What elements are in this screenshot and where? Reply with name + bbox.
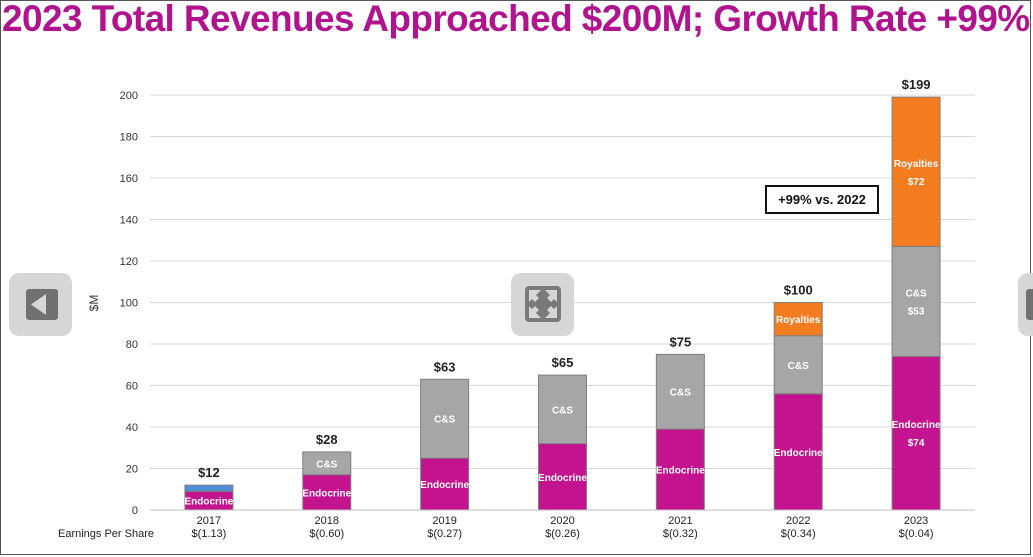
bar-segment-endocrine (891, 355, 941, 511)
x-tick-label: 2017 (197, 515, 221, 527)
bar-segment-cs (891, 245, 941, 357)
segment-value-label: $53 (908, 306, 925, 317)
segment-label: C&S (316, 459, 337, 470)
next-slide-button[interactable] (1018, 273, 1033, 336)
segment-label: Royalties (776, 315, 821, 326)
y-tick-label: 160 (120, 173, 138, 185)
segment-label: C&S (434, 415, 455, 426)
segment-label: Endocrine (420, 480, 469, 491)
previous-slide-button[interactable] (9, 273, 72, 336)
y-axis-label: $M (87, 295, 101, 312)
y-tick-label: 180 (120, 132, 138, 144)
y-tick-label: 80 (126, 339, 138, 351)
total-label: $100 (784, 283, 813, 298)
y-tick-label: 40 (126, 422, 138, 434)
eps-value: $(0.32) (662, 528, 698, 540)
arrow-left-icon (26, 289, 58, 320)
segment-label: Endocrine (774, 448, 823, 459)
x-tick-label: 2021 (668, 515, 692, 527)
x-tick-label: 2018 (315, 515, 339, 527)
segment-label: Endocrine (656, 466, 705, 477)
y-tick-label: 120 (120, 256, 138, 268)
bar-segment-cs (302, 451, 352, 476)
eps-value: $(0.26) (545, 528, 580, 540)
expand-icon (525, 286, 561, 322)
eps-value: $(0.04) (898, 528, 934, 540)
y-tick-label: 200 (120, 90, 138, 102)
y-tick-label: 100 (120, 298, 138, 310)
x-tick-label: 2023 (904, 515, 928, 527)
segment-value-label: $72 (908, 177, 925, 188)
segment-value-label: $74 (908, 438, 925, 449)
eps-label: Earnings Per Share (58, 528, 154, 540)
bar-segment-cs (538, 374, 587, 445)
x-tick-label: 2022 (786, 515, 810, 527)
segment-label: Endocrine (538, 473, 587, 484)
total-label: $75 (670, 334, 692, 349)
total-label: $63 (434, 359, 456, 374)
total-label: $65 (552, 355, 574, 370)
eps-value: $(0.27) (427, 528, 463, 540)
expand-button[interactable] (511, 273, 574, 336)
total-label: $28 (316, 432, 338, 447)
bar-segment-cs (773, 335, 823, 395)
bar-segment-cs (420, 378, 470, 459)
segment-label: C&S (788, 361, 809, 372)
bar-segment-endocrine (773, 393, 823, 511)
growth-callout: +99% vs. 2022 (765, 185, 879, 214)
eps-value: $(0.60) (309, 528, 345, 540)
slide-title: 2023 Total Revenues Approached $200M; Gr… (2, 0, 1030, 39)
x-tick-label: 2019 (432, 515, 456, 527)
segment-label: Endocrine (184, 497, 233, 508)
bar-segment-other (184, 484, 234, 492)
y-tick-label: 20 (126, 464, 138, 476)
segment-label: C&S (906, 288, 927, 299)
bar-segment-endocrine (302, 474, 352, 511)
total-label: $12 (198, 465, 220, 480)
segment-label: Royalties (894, 159, 939, 170)
bar-segment-royalties (773, 302, 823, 337)
segment-label: C&S (552, 405, 573, 416)
x-tick-label: 2020 (550, 515, 574, 527)
y-tick-label: 0 (132, 505, 138, 517)
segment-label: Endocrine (302, 488, 351, 499)
arrow-right-icon (1026, 289, 1033, 320)
y-tick-label: 140 (120, 215, 138, 227)
total-label: $199 (902, 77, 931, 92)
y-tick-label: 60 (126, 381, 138, 393)
bar-segment-cs (655, 353, 705, 430)
segment-label: Endocrine (892, 420, 941, 431)
bar-segment-endocrine (655, 428, 705, 511)
segment-label: C&S (670, 388, 691, 399)
eps-value: $(1.13) (191, 528, 227, 540)
eps-value: $(0.34) (780, 528, 816, 540)
bar-segment-royalties (891, 96, 941, 247)
